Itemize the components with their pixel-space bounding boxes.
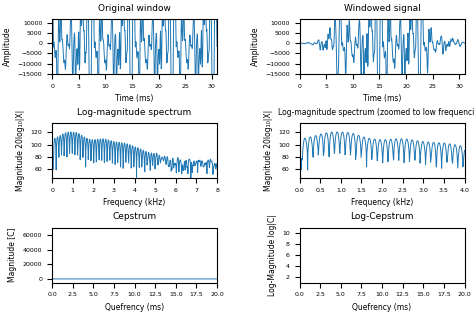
Y-axis label: Magnitude [C]: Magnitude [C] bbox=[9, 228, 18, 282]
Y-axis label: Amplitude: Amplitude bbox=[251, 27, 260, 66]
Title: Log-magnitude spectrum (zoomed to low frequencies): Log-magnitude spectrum (zoomed to low fr… bbox=[278, 108, 474, 117]
Y-axis label: Amplitude: Amplitude bbox=[3, 27, 12, 66]
Y-axis label: Magnitude 20log₁₀|X|: Magnitude 20log₁₀|X| bbox=[264, 110, 273, 191]
X-axis label: Time (ms): Time (ms) bbox=[363, 94, 401, 103]
Y-axis label: Magnitude 20log₁₀|X|: Magnitude 20log₁₀|X| bbox=[16, 110, 25, 191]
X-axis label: Quefrency (ms): Quefrency (ms) bbox=[353, 303, 411, 312]
Title: Original window: Original window bbox=[98, 3, 171, 13]
X-axis label: Frequency (kHz): Frequency (kHz) bbox=[351, 198, 413, 208]
X-axis label: Frequency (kHz): Frequency (kHz) bbox=[103, 198, 166, 208]
Title: Log-Cepstrum: Log-Cepstrum bbox=[350, 212, 414, 221]
Y-axis label: Log-Magnitude log|C|: Log-Magnitude log|C| bbox=[267, 214, 276, 296]
X-axis label: Time (ms): Time (ms) bbox=[116, 94, 154, 103]
X-axis label: Quefrency (ms): Quefrency (ms) bbox=[105, 303, 164, 312]
Title: Windowed signal: Windowed signal bbox=[344, 3, 420, 13]
Title: Cepstrum: Cepstrum bbox=[112, 212, 157, 221]
Title: Log-magnitude spectrum: Log-magnitude spectrum bbox=[77, 108, 192, 117]
